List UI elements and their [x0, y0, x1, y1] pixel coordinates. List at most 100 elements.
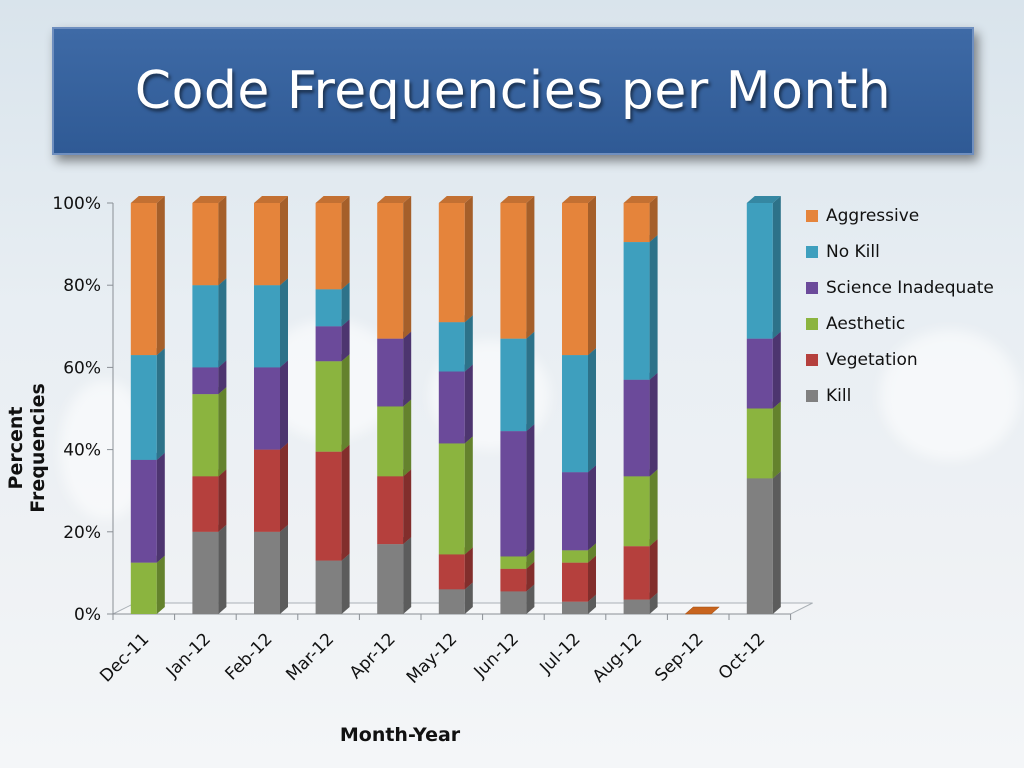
y-tick-label: 100%: [52, 194, 101, 214]
bar-segment-science-inadequate-side: [280, 360, 288, 450]
bar-segment-aggressive-side: [403, 196, 412, 339]
bar-stack: [438, 196, 473, 614]
bar-stack: [377, 196, 412, 614]
bar-segment-aesthetic: [377, 406, 404, 477]
bar-segment-kill: [377, 544, 404, 614]
legend-label: Vegetation: [826, 350, 918, 370]
bar-segment-aesthetic-side: [341, 354, 350, 452]
bar-segment-vegetation: [500, 568, 527, 592]
y-axis-title: Percent Frequencies: [5, 383, 49, 513]
bar-segment-aggressive: [192, 203, 219, 286]
bar-segment-aesthetic: [192, 394, 219, 477]
bar-segment-vegetation-side: [280, 442, 288, 532]
bar-segment-aesthetic-side: [526, 549, 535, 569]
x-tick-label: Sep-12: [651, 629, 707, 685]
bar-segment-kill-side: [464, 582, 473, 614]
legend-swatch: [806, 318, 818, 330]
bar-segment-kill-side: [218, 524, 227, 614]
bar-stack: [254, 196, 288, 614]
bar-segment-vegetation-side: [218, 469, 227, 532]
bar-segment-kill: [623, 599, 650, 614]
legend-item: No Kill: [806, 234, 994, 270]
bar-segment-aesthetic-side: [588, 543, 596, 563]
bar-segment-aggressive-top: [623, 196, 658, 203]
background-swan: [880, 330, 1020, 460]
bar-segment-vegetation: [562, 562, 588, 602]
bar-segment-no-kill: [254, 285, 280, 368]
y-tick-label: 60%: [63, 358, 101, 378]
bar-segment-science-inadequate-side: [341, 319, 350, 362]
bar-segment-no-kill: [130, 355, 157, 460]
bar-segment-aggressive-side: [526, 196, 535, 339]
bar-segment-no-kill: [500, 338, 527, 432]
bar-segment-no-kill: [192, 285, 219, 368]
bar-segment-vegetation: [438, 554, 465, 590]
page-title: Code Frequencies per Month: [134, 61, 892, 121]
bar-segment-aesthetic-side: [218, 387, 227, 477]
bar-segment-no-kill: [315, 289, 342, 327]
legend-label: Aesthetic: [826, 314, 906, 334]
bar-segment-kill-side: [588, 594, 596, 614]
legend-label: Science Inadequate: [826, 278, 994, 298]
bar-segment-no-kill-side: [156, 348, 165, 460]
bar-segment-kill-side: [772, 471, 781, 614]
bar-segment-kill: [500, 591, 527, 614]
bar-segment-no-kill-side: [218, 278, 227, 368]
y-tick-label: 0%: [74, 605, 101, 625]
bar-segment-aggressive-top: [562, 196, 596, 203]
legend-swatch: [806, 282, 818, 294]
bar-segment-aggressive-top: [192, 196, 227, 203]
legend-item: Science Inadequate: [806, 270, 994, 306]
bar-segment-aggressive: [500, 203, 527, 339]
bar-segment-aggressive: [623, 203, 650, 243]
bar-segment-kill: [438, 589, 465, 614]
x-tick-label: May-12: [403, 629, 461, 687]
bar-segment-aggressive: [562, 203, 588, 356]
bar-segment-aesthetic: [130, 562, 157, 614]
bar-segment-vegetation-side: [464, 547, 473, 590]
bar-segment-no-kill-side: [341, 282, 350, 327]
legend-item: Kill: [806, 378, 994, 414]
bar-segment-kill-side: [403, 537, 412, 614]
bar-segment-aesthetic-side: [772, 401, 781, 479]
bar-segment-no-kill-side: [464, 315, 473, 372]
bar-segment-aggressive-side: [588, 196, 596, 356]
x-tick-label: Jul-12: [536, 629, 585, 678]
bar-stack: [130, 196, 165, 614]
bar-segment-aggressive-top: [254, 196, 288, 203]
x-tick-label: Dec-11: [96, 629, 153, 686]
bar-segment-vegetation-side: [588, 555, 596, 602]
bar-segment-aggressive-side: [464, 196, 473, 323]
bar-segment-aggressive-side: [280, 196, 288, 286]
bar-segment-no-kill-side: [649, 235, 658, 380]
legend-swatch: [806, 354, 818, 366]
x-tick-label: Aug-12: [589, 629, 646, 686]
bar-segment-kill: [562, 601, 588, 614]
bar-segment-science-inadequate: [500, 431, 527, 557]
bar-segment-vegetation: [192, 476, 219, 532]
bar-segment-aesthetic-side: [649, 469, 658, 547]
bar-segment-science-inadequate: [315, 326, 342, 362]
bar-segment-kill-side: [649, 592, 658, 614]
bar-segment-aggressive-top: [315, 196, 350, 203]
chart-legend: Aggressive No Kill Science Inadequate Aesth…: [806, 198, 994, 414]
bar-stack: [315, 196, 350, 614]
bar-segment-no-kill: [562, 355, 588, 473]
bar-segment-aggressive: [438, 203, 465, 323]
legend-swatch: [806, 390, 818, 402]
legend-swatch: [806, 246, 818, 258]
x-tick-label: Apr-12: [346, 629, 400, 683]
bar-segment-aggressive: [377, 203, 404, 339]
bar-segment-no-kill-side: [280, 278, 288, 368]
bar-segment-aggressive-top: [377, 196, 412, 203]
bar-segment-science-inadequate: [746, 338, 773, 409]
bar-segment-kill: [315, 560, 342, 614]
bar-stack: [746, 196, 781, 614]
bar-stack: [192, 196, 227, 614]
bar-segment-aggressive-side: [341, 196, 350, 290]
bar-segment-aggressive-side: [649, 196, 658, 243]
bar-segment-aesthetic-side: [403, 399, 412, 477]
bar-segment-science-inadequate-side: [403, 331, 412, 407]
bar-segment-aggressive: [254, 203, 280, 286]
bar-segment-no-kill: [623, 242, 650, 380]
